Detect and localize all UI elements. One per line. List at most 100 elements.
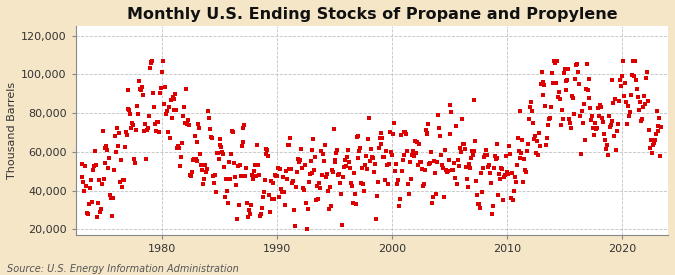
- Point: [419, 167, 430, 172]
- Point: [358, 182, 369, 186]
- Point: [198, 182, 209, 186]
- Point: [426, 150, 437, 154]
- Point: [510, 180, 521, 184]
- Point: [449, 161, 460, 165]
- Point: [380, 177, 391, 182]
- Point: [593, 106, 603, 111]
- Point: [656, 125, 667, 129]
- Point: [336, 191, 347, 196]
- Point: [544, 117, 555, 121]
- Point: [403, 182, 414, 186]
- Point: [554, 97, 565, 101]
- Point: [620, 99, 631, 104]
- Point: [237, 126, 248, 130]
- Point: [478, 166, 489, 170]
- Point: [172, 146, 183, 150]
- Point: [547, 71, 558, 75]
- Point: [533, 153, 543, 157]
- Point: [156, 86, 167, 90]
- Point: [374, 136, 385, 140]
- Point: [414, 160, 425, 164]
- Point: [88, 168, 99, 173]
- Point: [382, 163, 393, 167]
- Point: [455, 145, 466, 150]
- Point: [472, 193, 483, 197]
- Point: [100, 145, 111, 150]
- Point: [350, 202, 361, 206]
- Point: [164, 136, 175, 140]
- Point: [369, 162, 380, 166]
- Point: [503, 172, 514, 176]
- Point: [454, 164, 464, 169]
- Point: [321, 175, 331, 179]
- Point: [340, 158, 350, 163]
- Point: [125, 112, 136, 116]
- Point: [315, 186, 325, 191]
- Point: [225, 152, 236, 156]
- Point: [273, 195, 284, 199]
- Point: [325, 204, 336, 208]
- Point: [524, 117, 535, 122]
- Point: [375, 142, 386, 146]
- Point: [318, 152, 329, 156]
- Point: [650, 132, 661, 136]
- Point: [142, 126, 153, 130]
- Point: [654, 115, 665, 120]
- Point: [170, 92, 181, 97]
- Point: [501, 154, 512, 158]
- Point: [273, 166, 284, 170]
- Point: [574, 114, 585, 119]
- Point: [628, 74, 639, 78]
- Point: [647, 143, 658, 147]
- Point: [354, 149, 365, 153]
- Point: [229, 161, 240, 165]
- Point: [424, 162, 435, 166]
- Point: [402, 149, 413, 153]
- Point: [587, 114, 598, 118]
- Point: [140, 157, 151, 161]
- Point: [441, 170, 452, 175]
- Point: [117, 178, 128, 182]
- Point: [590, 121, 601, 125]
- Point: [275, 167, 286, 171]
- Point: [595, 105, 606, 109]
- Point: [394, 196, 405, 201]
- Point: [599, 138, 610, 142]
- Point: [207, 136, 217, 141]
- Point: [630, 59, 641, 63]
- Point: [124, 107, 135, 112]
- Point: [227, 130, 238, 134]
- Point: [462, 176, 472, 181]
- Point: [328, 126, 339, 131]
- Point: [312, 184, 323, 188]
- Point: [637, 117, 647, 122]
- Point: [640, 102, 651, 106]
- Point: [153, 120, 163, 124]
- Point: [364, 116, 375, 120]
- Point: [294, 160, 304, 164]
- Point: [317, 173, 327, 178]
- Point: [239, 122, 250, 127]
- Point: [104, 156, 115, 160]
- Point: [585, 106, 596, 110]
- Point: [552, 95, 563, 99]
- Point: [415, 160, 426, 164]
- Point: [86, 200, 97, 204]
- Point: [348, 200, 358, 205]
- Point: [205, 135, 216, 139]
- Point: [604, 125, 615, 130]
- Point: [551, 81, 562, 85]
- Point: [351, 135, 362, 140]
- Point: [576, 109, 587, 113]
- Point: [588, 126, 599, 130]
- Point: [373, 145, 384, 150]
- Point: [565, 121, 576, 125]
- Point: [292, 170, 302, 175]
- Point: [152, 119, 163, 124]
- Point: [93, 178, 104, 183]
- Point: [554, 90, 564, 94]
- Point: [82, 211, 92, 216]
- Point: [531, 150, 541, 155]
- Point: [283, 167, 294, 172]
- Point: [111, 150, 122, 155]
